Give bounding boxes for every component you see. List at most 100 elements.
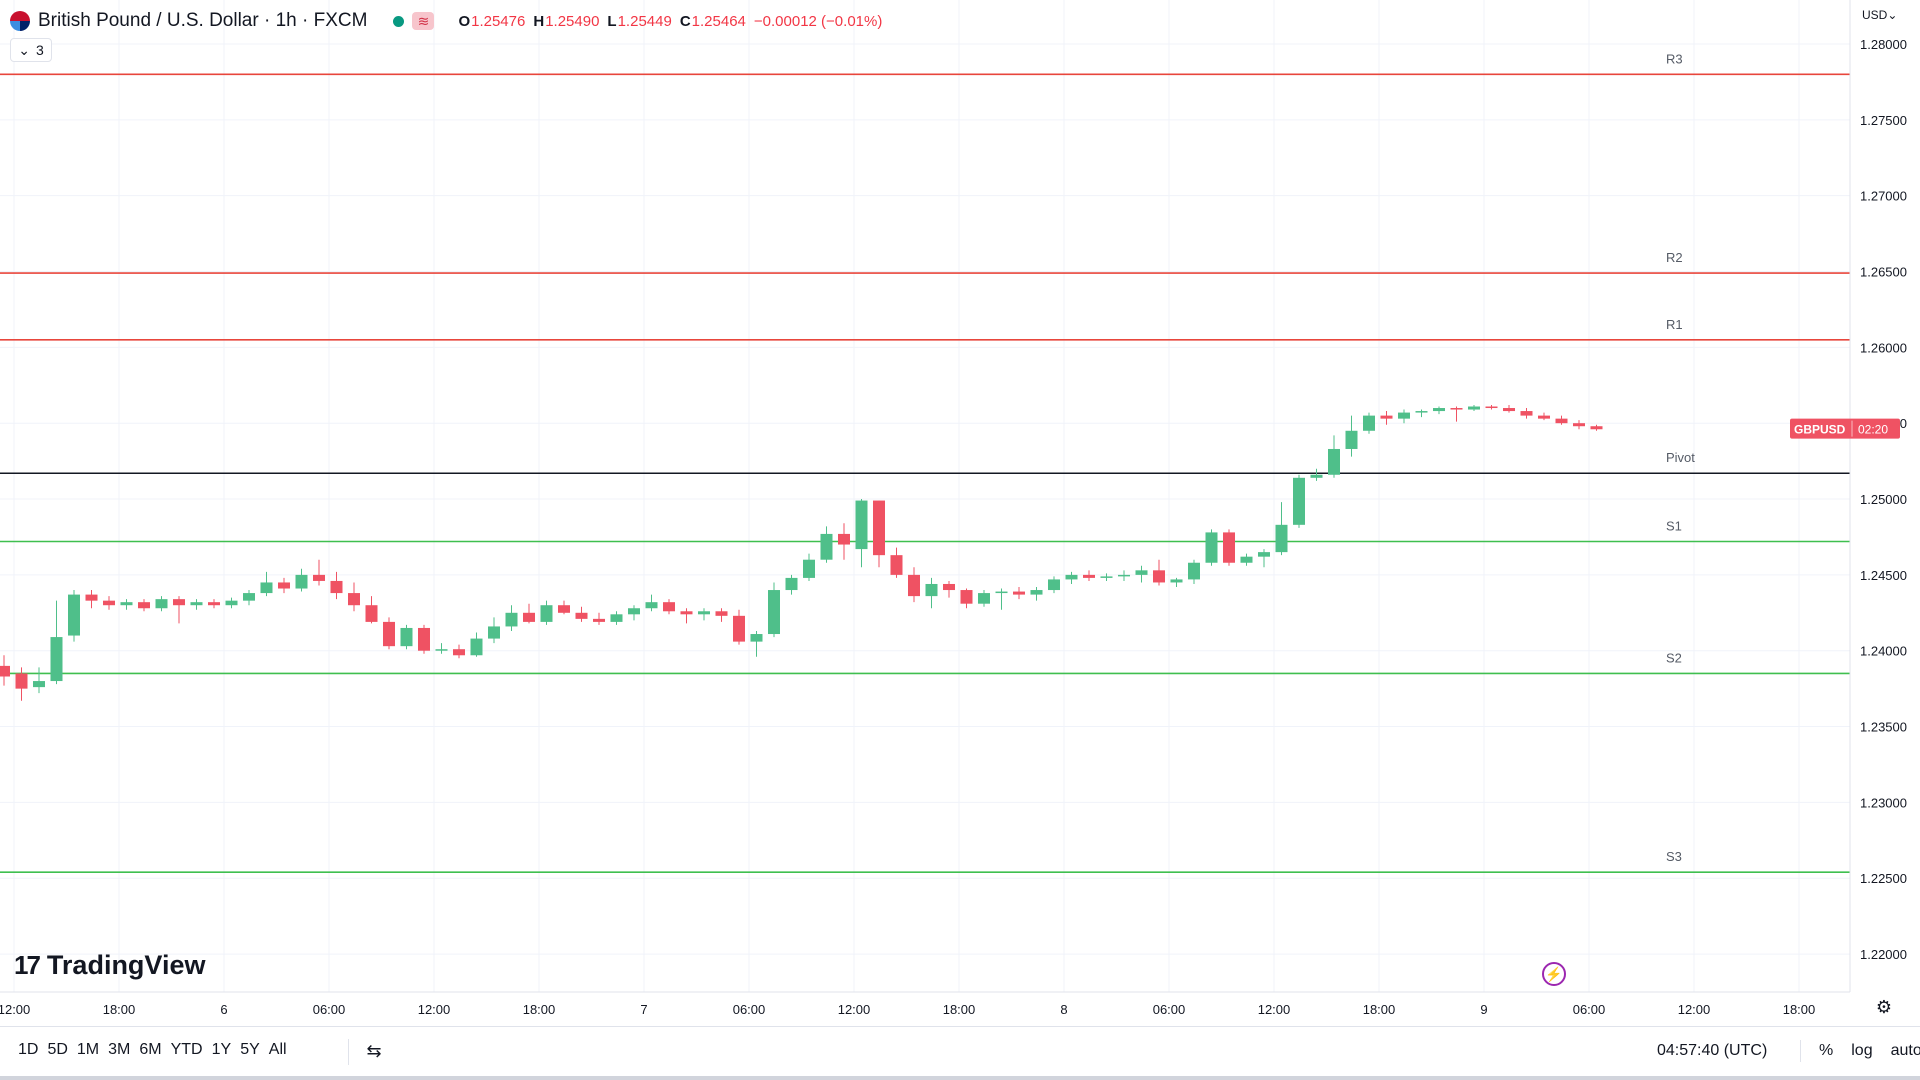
range-5d[interactable]: 5D bbox=[47, 1041, 68, 1058]
indicators-toggle-button[interactable]: ⌄ 3 bbox=[10, 38, 52, 62]
candle-up bbox=[750, 634, 763, 642]
candle-up bbox=[225, 600, 238, 606]
candle-down bbox=[1013, 591, 1025, 595]
candle-down bbox=[0, 665, 10, 677]
candle-up bbox=[1170, 579, 1183, 583]
price-tick-label: 1.24000 bbox=[1860, 644, 1907, 659]
candle-down bbox=[418, 627, 430, 651]
range-1d[interactable]: 1D bbox=[18, 1041, 39, 1058]
candle-down bbox=[1555, 418, 1568, 424]
candle-down bbox=[330, 580, 343, 594]
percent-toggle[interactable]: % bbox=[1819, 1042, 1834, 1059]
price-tick-label: 1.24500 bbox=[1860, 568, 1907, 583]
candle-down bbox=[15, 673, 28, 689]
price-tick-label: 1.23500 bbox=[1860, 720, 1907, 735]
range-buttons: 1D 5D 1M 3M 6M YTD 1Y 5Y All bbox=[16, 1041, 294, 1059]
level-label-s1: S1 bbox=[1666, 519, 1682, 534]
candle-up bbox=[50, 637, 63, 682]
price-tick-label: 1.25000 bbox=[1860, 492, 1907, 507]
candle-down bbox=[453, 649, 465, 656]
time-tick-label: 7 bbox=[640, 1002, 647, 1017]
level-label-s3: S3 bbox=[1666, 849, 1682, 864]
log-toggle[interactable]: log bbox=[1851, 1042, 1873, 1059]
candle-up bbox=[1118, 574, 1130, 577]
market-open-icon[interactable] bbox=[393, 15, 405, 27]
candle-down bbox=[1223, 532, 1235, 563]
price-tick-label: 1.27000 bbox=[1860, 189, 1907, 204]
candle-down bbox=[733, 615, 745, 642]
price-axis: 1.280001.275001.270001.265001.260001.255… bbox=[1849, 0, 1907, 992]
candle-down bbox=[890, 555, 903, 575]
time-tick-label: 8 bbox=[1060, 1002, 1067, 1017]
candle-up bbox=[155, 599, 168, 609]
candle-down bbox=[838, 533, 850, 545]
close-value: 1.25464 bbox=[691, 12, 746, 30]
candle-up bbox=[820, 533, 833, 560]
candle-up bbox=[925, 583, 938, 597]
candle-down bbox=[85, 594, 98, 601]
time-tick-label: 18:00 bbox=[943, 1002, 976, 1017]
candle-up bbox=[1310, 474, 1323, 478]
tradingview-logo[interactable]: 17 TradingView bbox=[14, 950, 205, 981]
candle-down bbox=[943, 583, 955, 591]
time-tick-label: 12:00 bbox=[1258, 1002, 1291, 1017]
candle-up bbox=[470, 638, 483, 656]
candle-down bbox=[1153, 570, 1165, 583]
gear-icon[interactable]: ⚙ bbox=[1875, 996, 1893, 1017]
candle-up bbox=[1258, 552, 1270, 557]
time-tick-label: 9 bbox=[1480, 1002, 1487, 1017]
time-tick-label: 18:00 bbox=[523, 1002, 556, 1017]
price-chart[interactable]: R3 R2 R1 Pivot S1 S2 S3 1.28000 1.27500 1.27000 1… bbox=[0, 0, 1920, 1026]
candle-up bbox=[1328, 448, 1340, 475]
candle-up bbox=[1398, 412, 1410, 419]
candle-down bbox=[1450, 408, 1463, 410]
range-5y[interactable]: 5Y bbox=[240, 1041, 260, 1058]
candle-down bbox=[558, 605, 570, 613]
currency-selector[interactable]: USD⌄ bbox=[1862, 8, 1897, 22]
time-tick-label: 18:00 bbox=[103, 1002, 136, 1017]
candle-up bbox=[120, 602, 133, 606]
candle-up bbox=[610, 614, 623, 622]
candle-up bbox=[190, 602, 203, 606]
time-axis: 12:00 18:00 6 06:00 12:00 18:00 7 06:00 12:00 18:… bbox=[0, 991, 1850, 1017]
candle-up bbox=[1065, 574, 1078, 580]
candle-down bbox=[348, 593, 360, 606]
high-label: H bbox=[533, 12, 545, 30]
time-tick-label: 18:00 bbox=[1363, 1002, 1396, 1017]
time-tick-label: 06:00 bbox=[733, 1002, 766, 1017]
time-tick-label: 18:00 bbox=[1783, 1002, 1816, 1017]
candle-down bbox=[173, 599, 185, 606]
candle-down bbox=[908, 574, 920, 597]
candle-up bbox=[540, 605, 553, 622]
candle-down bbox=[138, 602, 150, 609]
open-value: 1.25476 bbox=[471, 12, 526, 30]
range-6m[interactable]: 6M bbox=[139, 1041, 162, 1058]
date-range-icon[interactable]: ⇆ bbox=[366, 1040, 382, 1061]
candle-down bbox=[960, 590, 973, 604]
symbol-title[interactable]: British Pound / U.S. Dollar · 1h · FXCM bbox=[38, 10, 368, 31]
candle-up bbox=[978, 593, 990, 604]
range-ytd[interactable]: YTD bbox=[170, 1041, 203, 1058]
ohlc-values: O1.25476 H1.25490 L1.25449 C1.25464 −0.0… bbox=[458, 13, 882, 30]
range-all[interactable]: All bbox=[268, 1041, 287, 1058]
candle-up bbox=[1468, 406, 1480, 410]
open-label: O bbox=[458, 12, 471, 30]
price-tick-label: 1.28000 bbox=[1860, 37, 1907, 52]
pivot-levels: R3 R2 R1 Pivot S1 S2 S3 bbox=[0, 51, 1850, 873]
range-3m[interactable]: 3M bbox=[108, 1041, 131, 1058]
wave-icon[interactable]: ≋ bbox=[412, 12, 435, 30]
candle-up bbox=[698, 611, 710, 615]
level-label-s2: S2 bbox=[1666, 650, 1682, 665]
auto-toggle[interactable]: auto bbox=[1890, 1042, 1920, 1059]
lightning-icon[interactable]: ⚡ bbox=[1542, 962, 1566, 986]
candle-down bbox=[208, 602, 220, 606]
candle-up bbox=[505, 612, 518, 627]
utc-clock[interactable]: 04:57:40 (UTC) bbox=[1657, 1042, 1768, 1059]
level-label-r2: R2 bbox=[1666, 250, 1683, 265]
candle-up bbox=[785, 577, 798, 591]
candle-up bbox=[488, 626, 500, 639]
candle-up bbox=[803, 559, 815, 578]
range-1m[interactable]: 1M bbox=[76, 1041, 100, 1058]
range-1y[interactable]: 1Y bbox=[211, 1041, 232, 1058]
candle-up bbox=[1030, 590, 1043, 595]
